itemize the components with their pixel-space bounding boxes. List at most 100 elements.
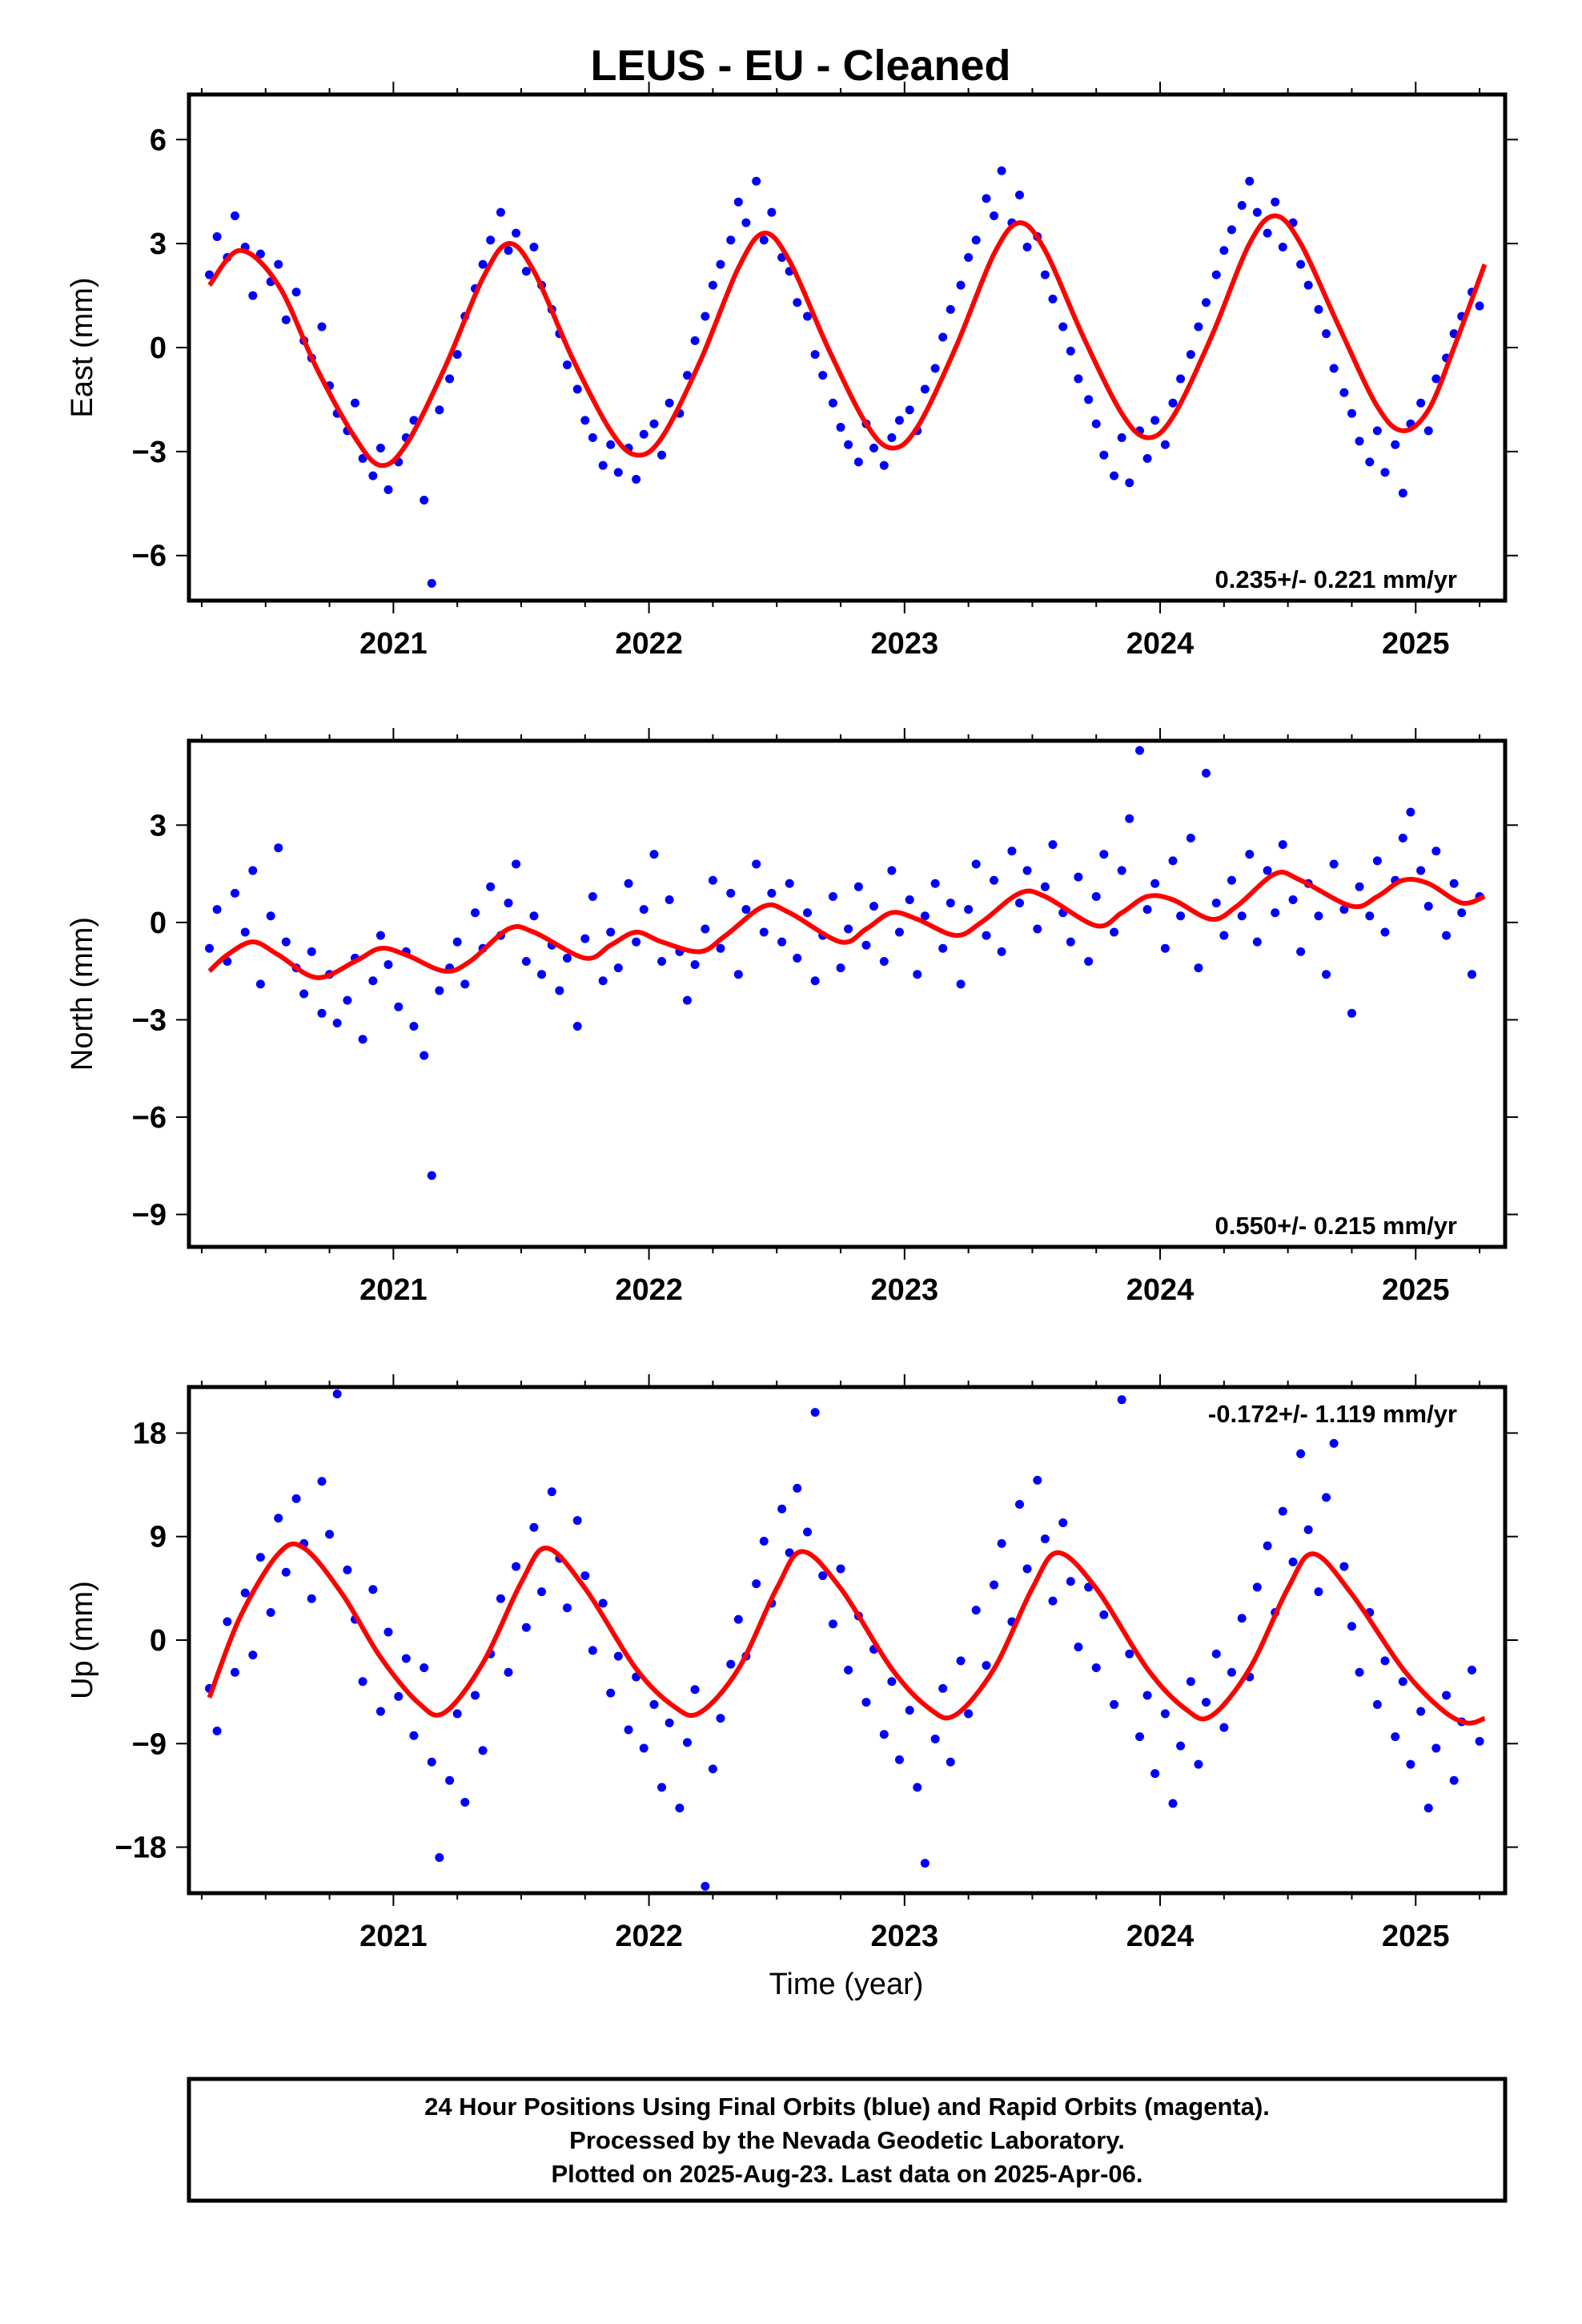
x-tick-label: 2025 [1382, 627, 1450, 661]
y-tick-label: 0 [150, 332, 167, 365]
data-point [964, 1709, 974, 1719]
data-point [982, 194, 991, 203]
data-point [1339, 905, 1349, 915]
data-point [1245, 176, 1255, 186]
data-point [1099, 450, 1109, 460]
y-tick-label: 3 [150, 227, 167, 261]
data-point [1040, 882, 1050, 891]
data-point [785, 879, 794, 888]
data-point [708, 875, 717, 885]
data-point [1211, 270, 1221, 279]
data-point [1339, 388, 1349, 397]
data-point [741, 905, 751, 915]
data-point [317, 1008, 327, 1018]
data-point [956, 979, 966, 989]
data-point [1391, 440, 1400, 449]
data-point [1252, 1582, 1262, 1592]
data-point [504, 246, 513, 255]
data-point [537, 1587, 547, 1597]
data-point [1048, 1596, 1058, 1606]
data-point [274, 259, 283, 269]
data-point [1263, 1541, 1272, 1550]
data-point [803, 1527, 813, 1537]
data-points [205, 1389, 1484, 1891]
x-tick-label: 2023 [871, 1273, 939, 1307]
data-point [1365, 457, 1375, 467]
data-point [836, 423, 845, 432]
data-point [1048, 840, 1058, 850]
data-point [598, 1598, 608, 1608]
data-point [291, 287, 301, 297]
data-point [1398, 489, 1407, 498]
data-point [383, 485, 393, 494]
data-point [990, 875, 999, 885]
data-point [793, 298, 802, 308]
data-point [420, 1663, 429, 1672]
data-point [1194, 963, 1203, 973]
data-point [572, 1516, 582, 1526]
y-tick-label: 6 [150, 123, 167, 157]
data-point [562, 1603, 572, 1613]
data-point [869, 902, 879, 911]
data-point [716, 1714, 725, 1723]
data-point [1380, 468, 1390, 477]
data-point [1074, 374, 1083, 384]
data-point [1347, 1008, 1356, 1018]
data-point [1278, 840, 1287, 850]
data-point [690, 1685, 700, 1695]
data-point [1007, 846, 1017, 856]
data-point [1135, 1732, 1145, 1742]
velocity-rate-label: 0.550+/- 0.215 mm/yr [1215, 1212, 1457, 1240]
data-point [1475, 1736, 1484, 1746]
data-point [521, 1622, 531, 1632]
data-point [632, 937, 641, 947]
x-tick-label: 2024 [1126, 1273, 1195, 1307]
data-point [920, 384, 930, 394]
data-point [844, 1665, 853, 1675]
data-point [562, 360, 572, 370]
data-point [1099, 1610, 1109, 1619]
data-point [716, 943, 725, 953]
data-point [394, 1002, 404, 1011]
data-point [708, 1764, 717, 1774]
data-point [665, 398, 674, 408]
data-point [946, 899, 955, 908]
data-point [409, 1022, 419, 1031]
data-point [1110, 927, 1119, 937]
data-point [1423, 902, 1433, 911]
plot-frame [187, 738, 1508, 1249]
data-point [1423, 1803, 1433, 1813]
data-point [325, 1530, 335, 1539]
y-axis-label: North (mm) [66, 917, 99, 1071]
data-point [1288, 895, 1298, 905]
data-point [1160, 943, 1170, 953]
data-point [1252, 207, 1262, 217]
data-point [1117, 433, 1126, 443]
data-point [1219, 1723, 1229, 1732]
data-point [291, 1494, 301, 1503]
data-point [580, 934, 590, 943]
data-point [1099, 850, 1109, 859]
data-point [759, 1536, 769, 1546]
data-point [971, 1606, 981, 1615]
data-point [1314, 911, 1323, 921]
data-point [435, 405, 444, 415]
data-point [1125, 1649, 1134, 1659]
data-point [562, 953, 572, 963]
y-tick-label: −9 [132, 1198, 167, 1232]
data-point [332, 1389, 342, 1399]
data-point [1329, 364, 1339, 373]
up-panel: 2021 2022 2023 2024 2025 18 9 0 −9 −18 Up (mm) -0.1… [66, 1374, 1518, 1953]
data-point [649, 850, 659, 859]
data-point [452, 937, 462, 947]
data-point [212, 231, 222, 241]
data-point [307, 1594, 316, 1603]
data-point [1176, 911, 1186, 921]
data-point [1014, 191, 1024, 200]
data-point [420, 1051, 429, 1060]
x-tick-label: 2021 [359, 1273, 428, 1307]
data-point [1314, 304, 1323, 314]
data-point [869, 444, 879, 453]
y-tick-label: 9 [150, 1521, 167, 1554]
data-point [690, 960, 700, 970]
